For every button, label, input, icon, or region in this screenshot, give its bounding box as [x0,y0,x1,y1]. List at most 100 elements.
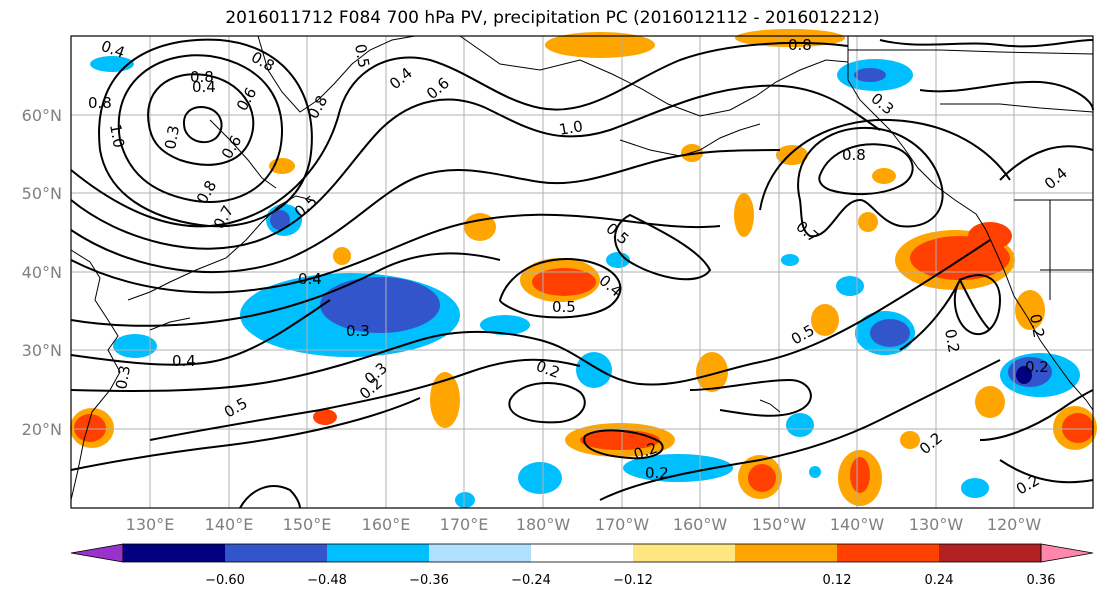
precip-blob [580,430,660,450]
contour-label: 0.3 [346,322,370,340]
precip-blob [900,431,920,449]
contour-label: 0.4 [192,78,216,96]
precip-blob [455,492,475,508]
precip-blob [975,386,1005,418]
colorbar-extend-high [1040,543,1094,563]
colorbar-swatch [633,544,735,562]
contour-label: 1.0 [558,117,585,139]
colorbar-swatch [735,544,837,562]
precip-blob [858,212,878,232]
lon-label: 160°E [362,515,411,534]
lon-label: 160°W [673,515,728,534]
precip-blob [961,478,989,498]
contour-label: 0.2 [1025,358,1049,376]
coastlines [70,35,1094,501]
lat-axis: 60°N 50°N 40°N 30°N 20°N [22,106,62,439]
lon-label: 180°W [516,515,571,534]
colorbar-tick-label: −0.36 [409,573,449,588]
lon-label: 130°E [126,515,175,534]
contour-label: 0.2 [941,328,963,355]
lon-label: 170°W [595,515,650,534]
precip-blob [809,466,821,478]
colorbar-outline [122,543,1042,563]
contour-label: 0.4 [172,352,196,370]
contour-label: 0.8 [190,68,214,86]
precip-blob [430,372,460,428]
precip-blob [1062,413,1094,443]
colorbar-tick-label: −0.24 [511,573,551,588]
contour-label: 0.2 [1026,313,1048,340]
contour-label: 0.5 [552,298,576,316]
lon-label: 140°E [205,515,254,534]
contour-label: 0.4 [298,270,322,288]
precip-blob [748,464,776,492]
colorbar-extend-low [70,543,124,563]
colorbar-swatch [939,544,1041,562]
precip-blob [518,462,562,494]
lon-label: 130°W [909,515,964,534]
lon-axis: 130°E 140°E 150°E 160°E 170°E 180°W 170°… [126,515,1042,534]
contour-label: 0.3 [112,364,134,391]
colorbar-tick-label: 0.24 [925,573,954,588]
lon-label: 140°W [830,515,885,534]
lon-label: 150°W [752,515,807,534]
precip-blob [870,319,910,347]
contour-label: 0.3 [161,124,183,151]
contour-label: 0.8 [88,94,112,112]
colorbar-swatch [327,544,429,562]
lat-label: 40°N [22,263,62,282]
contour-label: 0.2 [645,464,669,482]
precip-blob [480,315,530,335]
precip-blob [836,276,864,296]
precip-blob [786,413,814,437]
precip-blob [1016,366,1032,384]
colorbar-tick-label: −0.12 [613,573,653,588]
precip-blob [696,352,728,392]
lat-label: 30°N [22,341,62,360]
lat-label: 50°N [22,184,62,203]
precip-blob [734,193,754,237]
precip-blob [576,352,612,388]
colorbar-swatch [123,544,225,562]
precip-blob [113,334,157,358]
colorbar-tick-label: 0.12 [823,573,852,588]
lat-label: 20°N [22,420,62,439]
lon-label: 120°W [987,515,1042,534]
precip-shading [70,29,1097,508]
contour-label: 0.5 [351,43,373,70]
precip-blob [968,222,1012,250]
precip-blob [270,210,290,230]
precip-blob [606,252,630,268]
precip-blob [850,457,870,493]
precip-blob [74,414,106,442]
precip-blob [1015,290,1045,330]
map-title: 2016011712 F084 700 hPa PV, precipitatio… [225,8,880,28]
precip-blob [320,277,440,333]
precip-blob [313,409,337,425]
lon-label: 170°E [440,515,489,534]
precip-blob [854,68,886,82]
colorbar [70,543,1094,563]
contour-label: 1.0 [106,123,128,150]
precip-blob [532,268,596,296]
pv-contours [70,38,1094,509]
contour-label: 0.8 [788,36,812,54]
colorbar-swatch [837,544,939,562]
lon-label: 150°E [283,515,332,534]
contour-label: 0.8 [842,146,866,164]
map-border [70,35,1094,509]
precip-blob [545,32,655,58]
colorbar-swatch [225,544,327,562]
colorbar-ticks: −0.60−0.48−0.36−0.24−0.120.120.240.360.4… [205,573,1056,588]
precip-blob [872,168,896,184]
precip-blob [269,158,295,174]
lat-label: 60°N [22,106,62,125]
colorbar-tick-label: 0.36 [1027,573,1056,588]
colorbar-swatch [429,544,531,562]
colorbar-swatch [531,544,633,562]
colorbar-tick-label: −0.48 [307,573,347,588]
precip-blob [623,454,733,482]
colorbar-tick-label: −0.60 [205,573,245,588]
precip-blob [811,304,839,336]
